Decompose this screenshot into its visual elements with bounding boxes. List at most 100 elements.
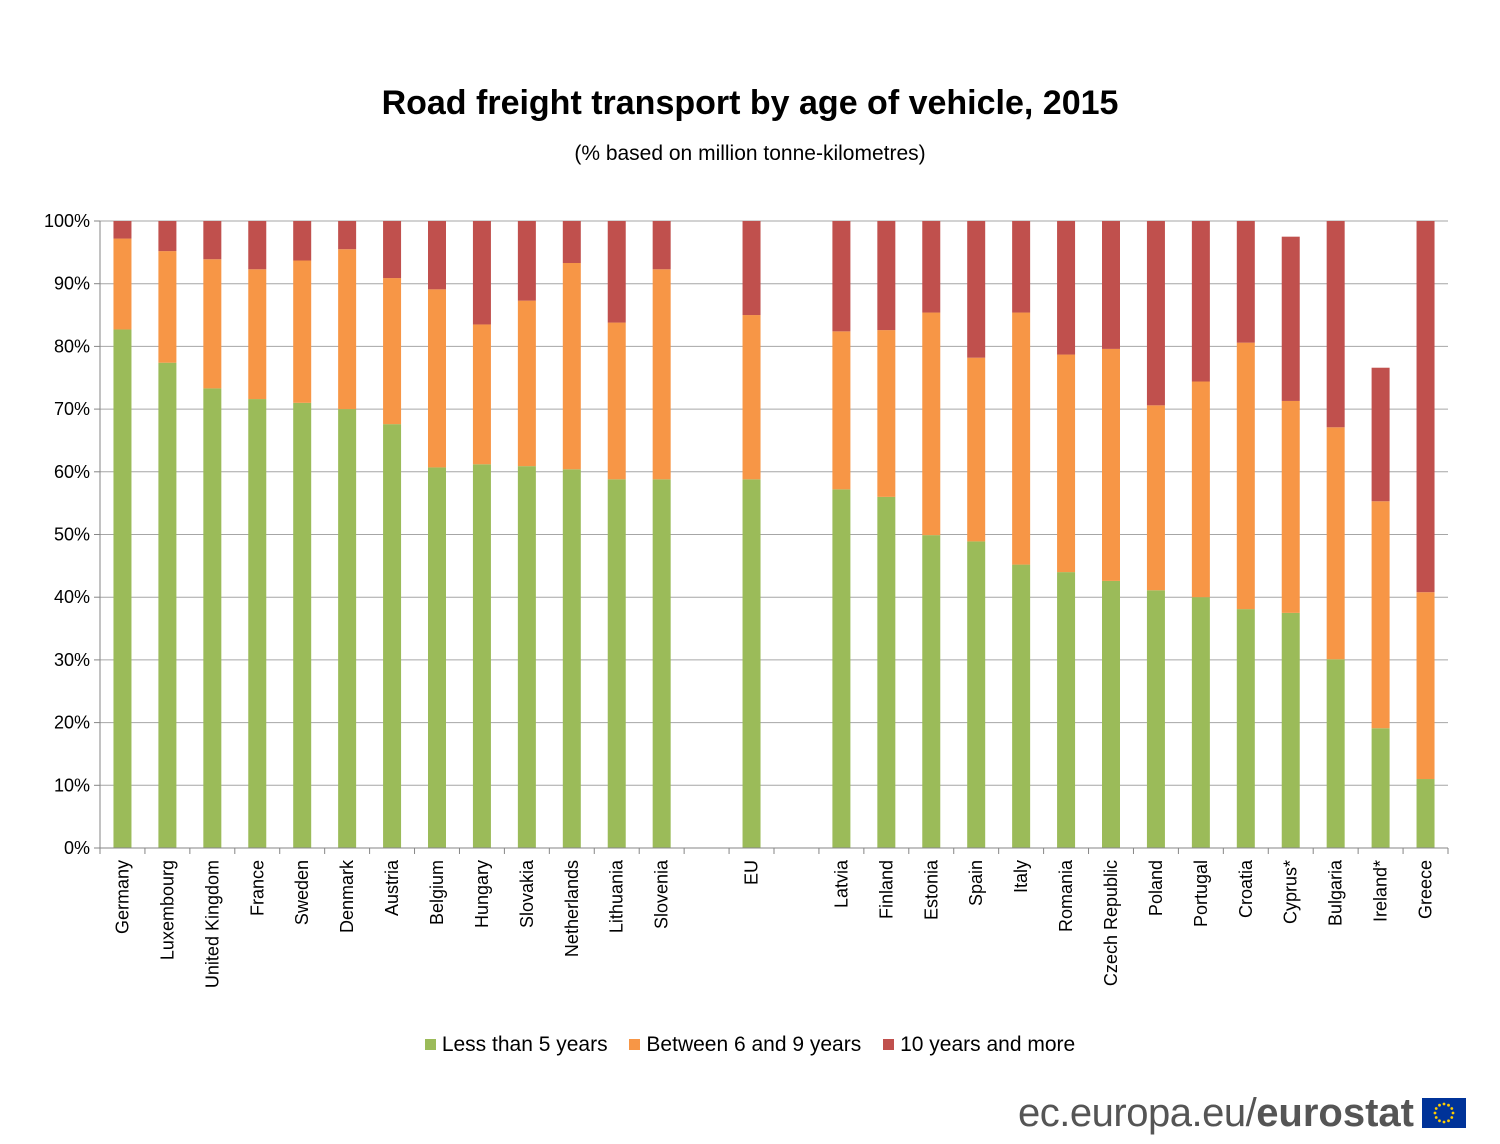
- x-tick-label: Lithuania: [607, 859, 627, 933]
- bar-segment: [1191, 597, 1210, 848]
- x-tick-label: Estonia: [921, 859, 941, 920]
- bar-segment: [562, 263, 581, 470]
- bar-segment: [832, 489, 851, 848]
- x-tick-label: Romania: [1056, 859, 1076, 932]
- x-tick-label: Spain: [966, 860, 986, 906]
- bar-segment: [1416, 592, 1435, 780]
- x-tick-label: France: [247, 860, 267, 916]
- x-tick-label: Czech Republic: [1101, 860, 1121, 986]
- bar-segment: [1416, 779, 1435, 848]
- bar-segment: [1057, 572, 1076, 848]
- bar-segment: [203, 388, 222, 848]
- eu-star-icon: [1450, 1107, 1454, 1110]
- chart-plot: 0% 10% 20% 30% 40% 50% 60% 70% 80% 90% 100% Germany…: [44, 211, 1449, 988]
- bar-segment: [1326, 659, 1345, 848]
- bar-segment: [1281, 236, 1300, 401]
- x-tick-label: Austria: [382, 859, 402, 916]
- bar-segment: [517, 300, 536, 467]
- bar-segment: [877, 221, 896, 331]
- bar-segment: [517, 221, 536, 301]
- chart-title: Road freight transport by age of vehicle…: [381, 84, 1119, 122]
- x-tick-label: Hungary: [472, 860, 492, 928]
- eu-star-icon: [1434, 1116, 1438, 1119]
- legend-item-ten-plus: 10 years and more: [883, 1033, 1075, 1057]
- eu-star-icon: [1434, 1107, 1438, 1110]
- bar-segment: [338, 221, 357, 250]
- x-tick-label: Italy: [1011, 860, 1031, 893]
- eu-star-icon: [1451, 1111, 1455, 1115]
- y-tick-label: 90%: [54, 274, 90, 294]
- bar-segment: [1371, 728, 1390, 848]
- footer-brand: eurostat: [1256, 1090, 1414, 1135]
- y-tick-label: 0%: [64, 838, 90, 858]
- bar-segment: [1371, 367, 1390, 502]
- bar-segment: [1236, 221, 1255, 343]
- bar-segment: [1102, 221, 1120, 349]
- bars: [113, 221, 1435, 848]
- x-tick-label: Sweden: [292, 860, 312, 925]
- bar-segment: [472, 221, 491, 325]
- bar-segment: [293, 221, 312, 261]
- x-tick-label: Portugal: [1191, 860, 1211, 927]
- bar-segment: [158, 251, 177, 363]
- gridlines: [100, 220, 1448, 786]
- bar-segment: [383, 278, 402, 425]
- eu-star-icon: [1450, 1116, 1454, 1119]
- y-tick-label: 60%: [54, 462, 90, 482]
- bar-segment: [1146, 590, 1165, 848]
- bar-segment: [607, 221, 626, 323]
- x-tick-label: Finland: [876, 860, 896, 919]
- bar-segment: [922, 535, 941, 848]
- legend-swatch-between-6-9: [629, 1038, 641, 1050]
- bar-segment: [1236, 609, 1255, 848]
- bar-segment: [1326, 221, 1345, 428]
- y-tick-label: 70%: [54, 399, 90, 419]
- eu-star-icon: [1438, 1119, 1441, 1123]
- axes: 0% 10% 20% 30% 40% 50% 60% 70% 80% 90% 100% Germany…: [44, 211, 1449, 988]
- bar-segment: [652, 479, 671, 848]
- bar-segment: [742, 315, 761, 480]
- bar-segment: [922, 312, 941, 536]
- x-tick-label: Netherlands: [562, 860, 582, 957]
- legend-label-between-6-9: Between 6 and 9 years: [646, 1033, 862, 1056]
- bar-segment: [1281, 612, 1300, 848]
- bar-segment: [158, 362, 177, 848]
- bar-segment: [832, 221, 851, 332]
- bar-segment: [1012, 312, 1031, 565]
- bar-segment: [1146, 221, 1165, 406]
- bar-segment: [742, 221, 761, 316]
- y-tick-label: 40%: [54, 587, 90, 607]
- bar-segment: [517, 466, 536, 848]
- bar-segment: [1416, 221, 1435, 593]
- bar-segment: [1012, 564, 1031, 848]
- legend: Less than 5 years Between 6 and 9 years …: [0, 1033, 1500, 1057]
- footer-site: ec.europa.eu/: [1018, 1090, 1257, 1135]
- bar-segment: [742, 479, 761, 848]
- footer-logo: ec.europa.eu/eurostat: [1018, 1090, 1466, 1136]
- x-tick-label: Luxembourg: [157, 860, 177, 960]
- bar-segment: [562, 469, 581, 848]
- bar-segment: [248, 269, 267, 400]
- x-tick-label: Denmark: [337, 859, 357, 933]
- y-tick-label: 100%: [44, 211, 90, 231]
- bar-segment: [1236, 342, 1255, 610]
- bar-segment: [472, 324, 491, 465]
- bar-segment: [1057, 221, 1076, 355]
- bar-segment: [158, 221, 177, 252]
- bar-segment: [877, 496, 896, 848]
- y-tick-label: 80%: [54, 336, 90, 356]
- bar-segment: [1326, 427, 1345, 660]
- x-tick-label: Slovakia: [517, 859, 537, 928]
- x-tick-label: Bulgaria: [1326, 859, 1346, 926]
- bar-segment: [1012, 221, 1031, 313]
- x-tick-label: Latvia: [831, 859, 851, 908]
- bar-segment: [1102, 580, 1120, 848]
- eu-flag-icon: [1422, 1098, 1466, 1128]
- y-tick-label: 30%: [54, 650, 90, 670]
- bar-segment: [1146, 405, 1165, 591]
- eu-star-icon: [1447, 1103, 1450, 1107]
- eu-star-icon: [1433, 1111, 1437, 1115]
- bar-segment: [113, 238, 132, 330]
- x-tick-label: United Kingdom: [202, 860, 222, 988]
- bar-segment: [1191, 381, 1210, 598]
